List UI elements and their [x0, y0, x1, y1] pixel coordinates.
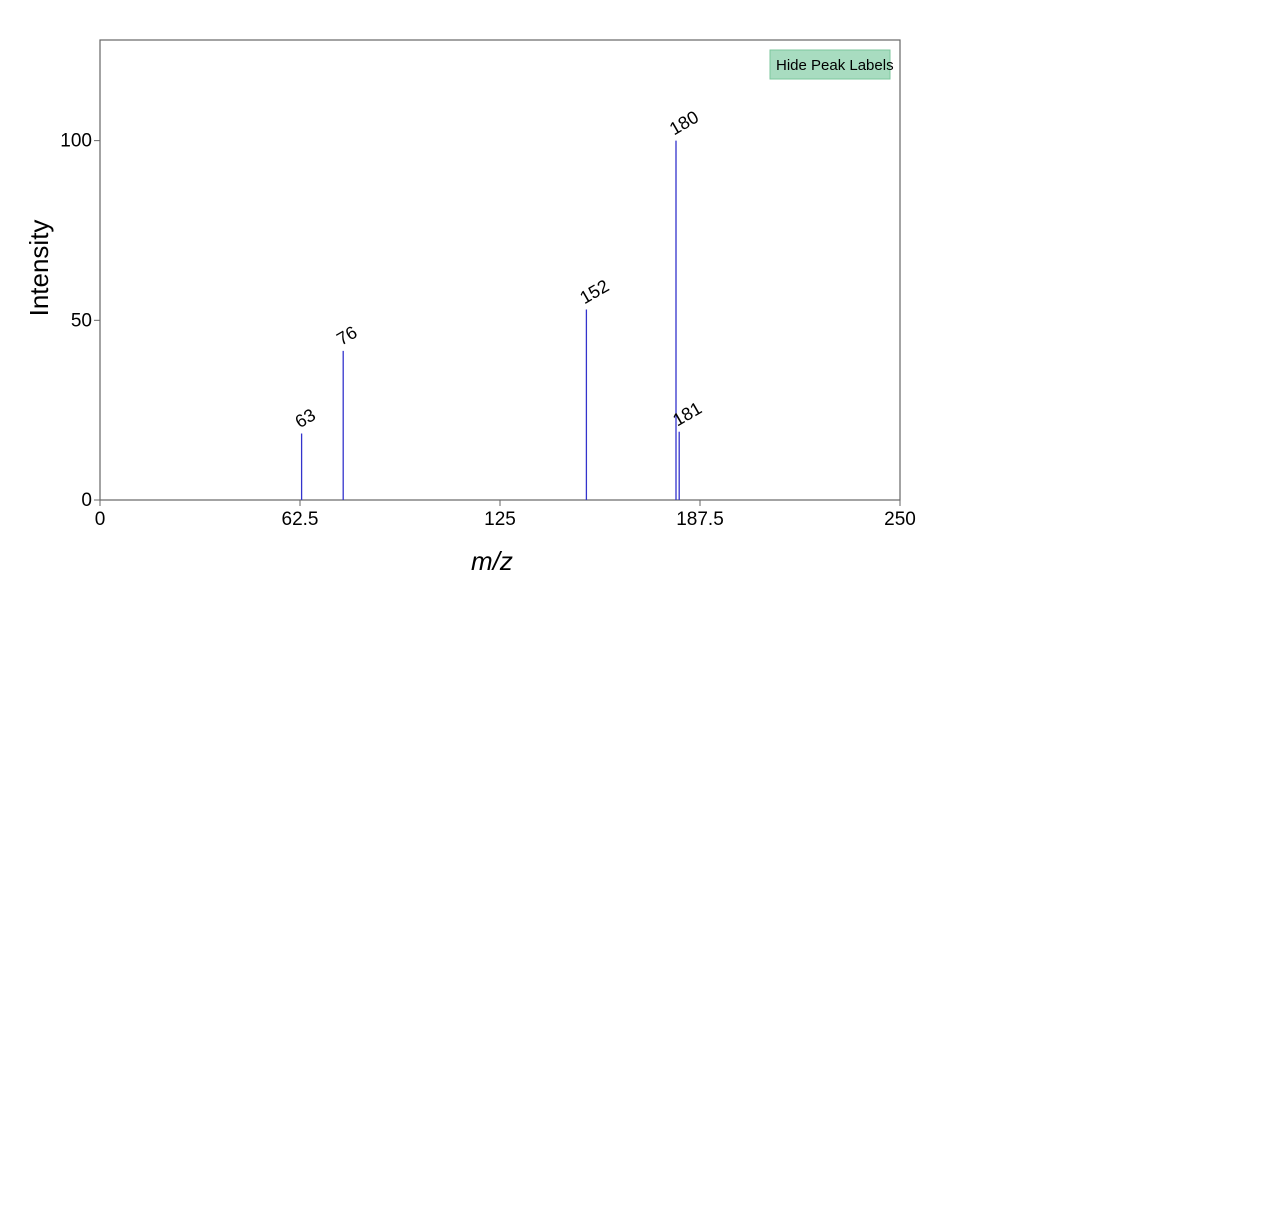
peak-labels-layer: 63 76 152 180 181 — [292, 107, 706, 432]
peak-label: 63 — [292, 405, 319, 432]
x-axis-title: m/z — [471, 546, 513, 576]
hide-peak-labels-button-bg[interactable] — [769, 49, 891, 80]
x-tick-label: 250 — [884, 509, 916, 530]
peak-label: 180 — [666, 107, 702, 139]
y-axis-title: Intensity — [24, 220, 54, 317]
y-axis: 0 50 100 — [60, 131, 100, 511]
hide-peak-labels-button-label[interactable]: Hide Peak Labels — [776, 57, 894, 74]
y-tick-label: 0 — [81, 490, 92, 511]
hide-peak-labels-button[interactable]: Hide Peak Labels — [769, 49, 894, 80]
x-tick-label: 62.5 — [282, 509, 319, 530]
plot-frame — [99, 39, 901, 501]
peak-label: 181 — [669, 398, 705, 430]
x-tick-label: 187.5 — [676, 509, 724, 530]
peak-label: 152 — [576, 276, 612, 308]
y-tick-label: 100 — [60, 131, 92, 152]
y-tick-label: 50 — [71, 310, 92, 331]
x-tick-label: 125 — [484, 509, 516, 530]
x-tick-label: 0 — [95, 509, 106, 530]
peak-label: 76 — [333, 322, 360, 349]
x-axis: 0 62.5 125 187.5 250 — [95, 500, 916, 530]
peaks-layer — [300, 140, 680, 500]
